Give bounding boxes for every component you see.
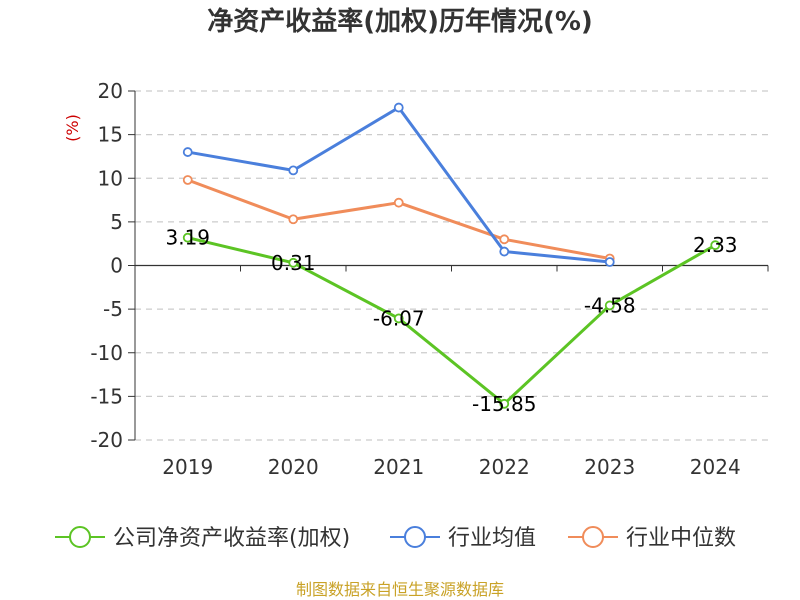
data-label: 0.31 — [271, 251, 316, 275]
data-point — [604, 257, 615, 267]
data-point — [288, 165, 299, 176]
axes: 20 15 10 5 0 -5 -10 -15 -20 2019 2020 2021 2022 2023 2… — [90, 79, 769, 479]
x-tick-label: 2022 — [479, 455, 530, 479]
legend-label: 行业均值 — [448, 526, 536, 551]
data-point — [288, 214, 299, 225]
series-line — [187, 178, 611, 260]
series-line — [187, 236, 716, 406]
data-point — [604, 300, 615, 311]
data-source-note: 制图数据来自恒生聚源数据库 — [296, 580, 504, 599]
data-point — [288, 257, 299, 268]
chart-title: 净资产收益率(加权)历年情况(%) — [207, 6, 593, 37]
y-tick-label: 15 — [98, 123, 123, 147]
x-tick-label: 2023 — [584, 455, 635, 479]
y-tick-label: -10 — [90, 341, 123, 365]
data-label: -15.85 — [472, 392, 536, 416]
data-point — [710, 240, 721, 251]
data-point — [182, 147, 193, 157]
y-tick-label: -5 — [103, 297, 123, 321]
data-label: -6.07 — [373, 306, 425, 330]
legend-label: 公司净资产收益率(加权) — [113, 526, 350, 551]
y-tick-label: 0 — [110, 254, 123, 278]
legend-marker — [404, 526, 426, 548]
series-lines — [182, 102, 721, 409]
y-tick-label: 10 — [98, 166, 123, 190]
data-point — [393, 102, 404, 113]
legend-marker — [69, 526, 91, 548]
data-point — [499, 234, 510, 245]
data-point — [393, 197, 404, 208]
data-label: 2.33 — [693, 233, 738, 257]
legend-label: 行业中位数 — [626, 526, 736, 551]
data-label: 3.19 — [165, 226, 210, 250]
data-point — [182, 175, 193, 185]
x-tick-label: 2020 — [268, 455, 319, 479]
data-label: -4.58 — [584, 293, 636, 317]
x-tick-label: 2019 — [162, 455, 213, 479]
data-point — [393, 313, 404, 324]
y-axis-unit-label: (%) — [63, 114, 82, 142]
x-tick-label: 2021 — [373, 455, 424, 479]
y-tick-label: 5 — [110, 210, 123, 234]
y-tick-label: -20 — [90, 428, 123, 452]
y-tick-label: -15 — [90, 384, 123, 408]
legend-marker — [582, 526, 604, 548]
data-point — [499, 246, 510, 257]
data-point — [499, 398, 510, 409]
data-point — [182, 232, 193, 243]
data-labels: 3.19 0.31 -6.07 -15.85 -4.58 2.33 — [165, 226, 737, 416]
legend: 公司净资产收益率(加权) 行业均值 行业中位数 — [55, 526, 736, 551]
x-tick-label: 2024 — [690, 455, 741, 479]
series-line — [187, 106, 610, 264]
y-tick-label: 20 — [98, 79, 123, 103]
